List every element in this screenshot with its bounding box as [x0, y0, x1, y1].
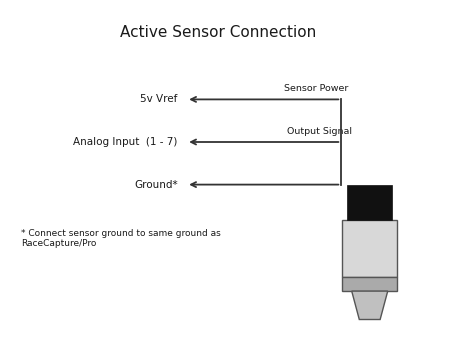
- Polygon shape: [352, 291, 388, 320]
- Text: 5v Vref: 5v Vref: [140, 94, 178, 104]
- Text: Active Sensor Connection: Active Sensor Connection: [120, 25, 316, 40]
- Polygon shape: [342, 220, 397, 277]
- Polygon shape: [342, 277, 397, 291]
- Text: Output Signal: Output Signal: [287, 127, 352, 136]
- Text: Sensor Power: Sensor Power: [284, 84, 349, 93]
- Text: Analog Input  (1 - 7): Analog Input (1 - 7): [73, 137, 178, 147]
- Text: * Connect sensor ground to same ground as
RaceCapture/Pro: * Connect sensor ground to same ground a…: [21, 229, 221, 248]
- Text: Ground*: Ground*: [134, 180, 178, 190]
- Polygon shape: [347, 185, 392, 220]
